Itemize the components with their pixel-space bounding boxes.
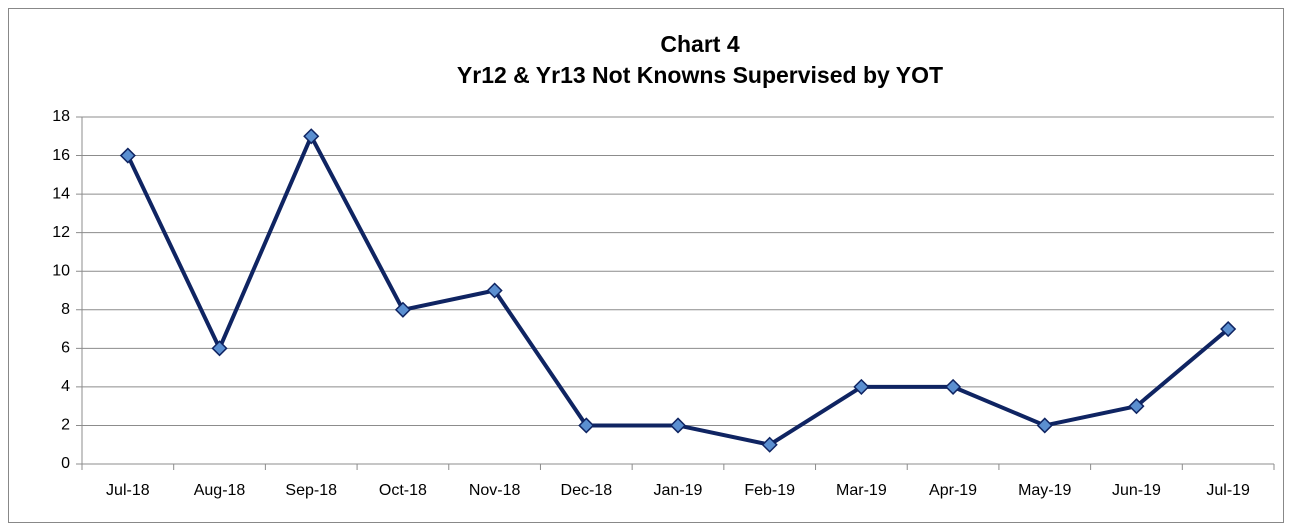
data-marker [761, 436, 778, 453]
data-marker [578, 417, 595, 434]
x-tick-label: Oct-18 [379, 482, 427, 499]
x-tick-label: May-19 [1018, 482, 1071, 499]
data-marker [1036, 417, 1053, 434]
y-tick-label: 8 [61, 301, 70, 318]
y-tick-label: 0 [61, 455, 70, 472]
data-marker [211, 340, 228, 357]
y-tick-label: 6 [61, 340, 70, 357]
data-marker [394, 301, 411, 318]
x-tick-label: Dec-18 [561, 482, 613, 499]
y-tick-label: 2 [61, 417, 70, 434]
y-tick-label: 10 [52, 262, 70, 279]
data-marker [853, 378, 870, 395]
x-tick-label: Feb-19 [744, 482, 795, 499]
chart-border [8, 8, 1284, 523]
x-tick-label: Jul-19 [1206, 482, 1250, 499]
x-tick-label: Nov-18 [469, 482, 521, 499]
chart-title: Chart 4 [660, 31, 739, 57]
data-marker [669, 417, 687, 434]
data-marker [486, 282, 503, 299]
x-tick-label: Mar-19 [836, 482, 887, 499]
data-marker [1220, 320, 1237, 338]
x-tick-label: Aug-18 [194, 482, 246, 499]
data-marker [945, 378, 962, 395]
y-tick-label: 14 [52, 185, 70, 202]
data-marker [303, 128, 320, 145]
y-tick-label: 16 [52, 147, 70, 164]
data-marker [1128, 398, 1145, 415]
x-tick-label: Sep-18 [285, 482, 337, 499]
chart-subtitle: Yr12 & Yr13 Not Knowns Supervised by YOT [457, 62, 943, 88]
x-tick-label: Jun-19 [1112, 482, 1161, 499]
x-tick-label: Jan-19 [654, 482, 703, 499]
y-tick-label: 12 [52, 224, 70, 241]
x-tick-label: Jul-18 [106, 482, 150, 499]
x-tick-label: Apr-19 [929, 482, 977, 499]
data-marker [119, 147, 136, 164]
y-tick-label: 18 [52, 108, 70, 125]
y-tick-label: 4 [61, 378, 70, 395]
